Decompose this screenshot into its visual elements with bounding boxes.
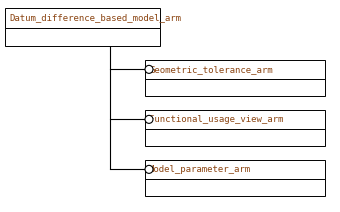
Bar (5, 8, 160, 28)
Bar (5, 28, 160, 46)
Circle shape (145, 115, 153, 123)
Text: Geometric_tolerance_arm: Geometric_tolerance_arm (149, 65, 273, 74)
Bar (145, 110, 325, 129)
Bar (145, 179, 325, 196)
Bar (145, 60, 325, 79)
Bar (145, 160, 325, 179)
Circle shape (145, 65, 153, 73)
Text: Functional_usage_view_arm: Functional_usage_view_arm (149, 115, 283, 124)
Text: Datum_difference_based_model_arm: Datum_difference_based_model_arm (9, 13, 181, 22)
Text: Model_parameter_arm: Model_parameter_arm (149, 165, 251, 174)
Circle shape (145, 165, 153, 173)
Bar (145, 79, 325, 96)
Bar (145, 129, 325, 146)
